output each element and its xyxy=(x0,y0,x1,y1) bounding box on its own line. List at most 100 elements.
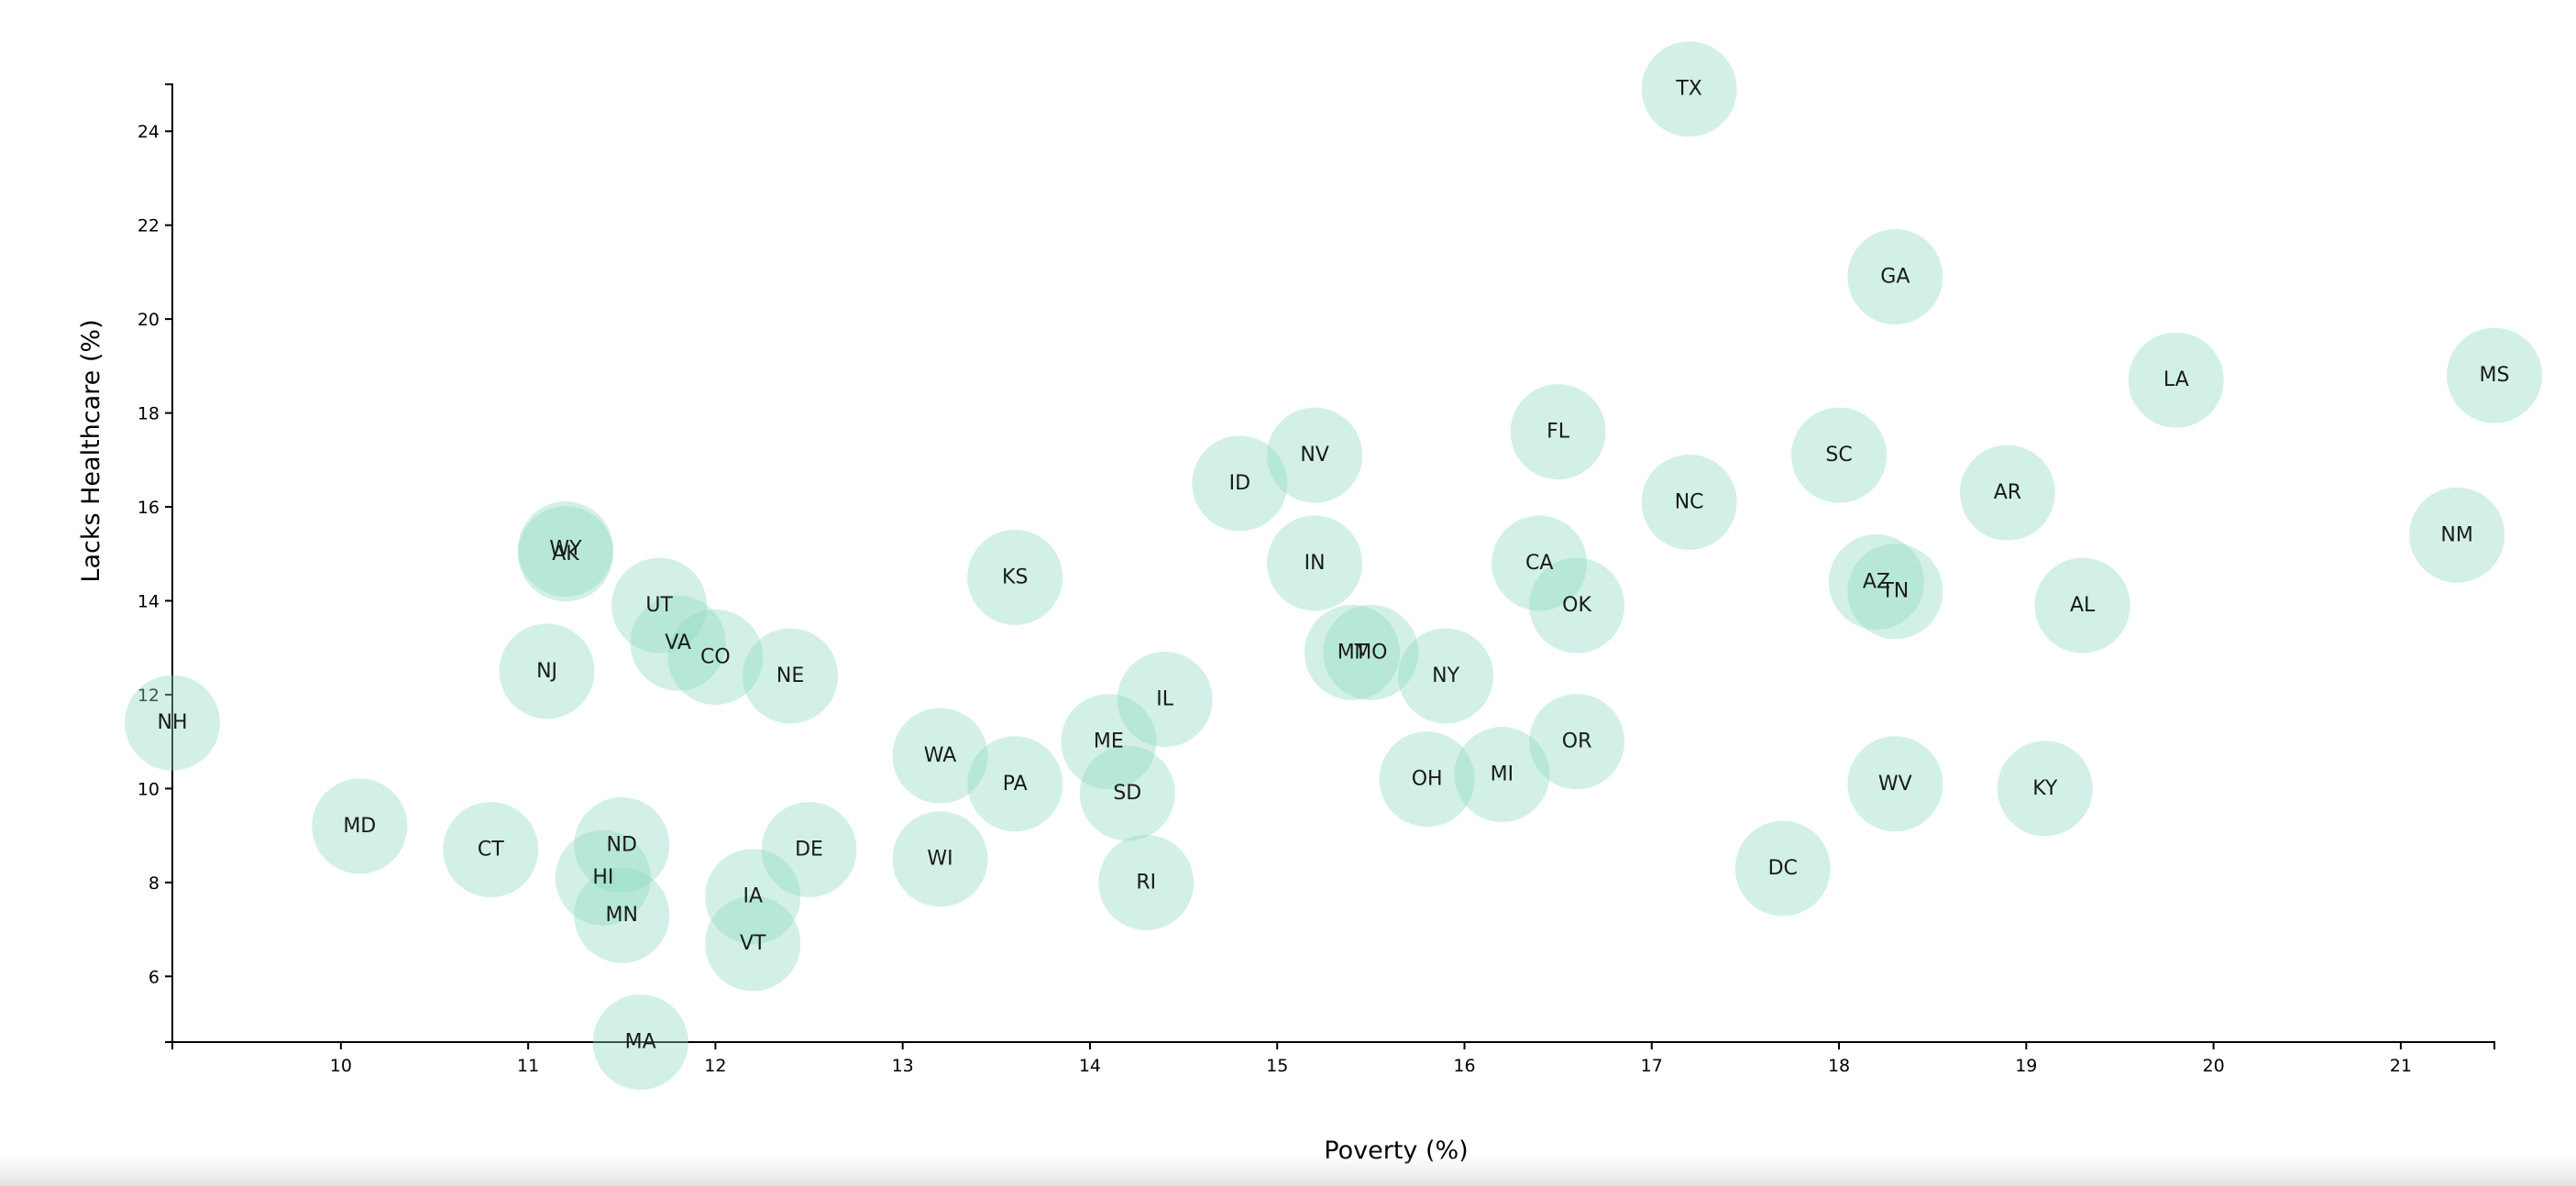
state-bubble-wy[interactable] xyxy=(517,501,613,598)
state-label-nj: NJ xyxy=(536,660,557,683)
y-axis-line xyxy=(165,83,173,1043)
state-bubble-wa[interactable] xyxy=(892,708,988,804)
state-bubble-de[interactable] xyxy=(761,801,857,897)
state-bubble-ut[interactable] xyxy=(611,557,708,653)
state-label-ne: NE xyxy=(776,664,804,687)
state-bubble-md[interactable] xyxy=(312,778,408,874)
y-tick-label: 16 xyxy=(138,498,160,518)
state-bubble-al[interactable] xyxy=(2034,557,2130,653)
state-bubble-co[interactable] xyxy=(667,609,764,705)
state-label-mo: MO xyxy=(1354,641,1387,664)
state-label-ak: AK xyxy=(552,543,579,566)
state-bubble-ak[interactable] xyxy=(517,506,613,602)
state-bubble-nv[interactable] xyxy=(1267,407,1363,503)
x-tick-label: 10 xyxy=(330,1056,352,1076)
state-bubble-az[interactable] xyxy=(1828,533,1924,630)
state-label-ms: MS xyxy=(2480,364,2510,387)
state-label-tn: TN xyxy=(1880,580,1909,603)
state-bubble-wi[interactable] xyxy=(892,811,988,907)
state-bubble-nm[interactable] xyxy=(2409,487,2505,583)
state-label-la: LA xyxy=(2163,368,2189,391)
state-bubble-dc[interactable] xyxy=(1734,820,1831,917)
state-bubble-fl[interactable] xyxy=(1510,384,1606,480)
state-label-wa: WA xyxy=(924,744,957,767)
state-bubble-sd[interactable] xyxy=(1079,745,1175,841)
state-label-sc: SC xyxy=(1825,444,1852,467)
state-label-tx: TX xyxy=(1675,78,1702,101)
y-tick-label: 8 xyxy=(149,873,160,894)
state-bubble-ok[interactable] xyxy=(1529,557,1625,653)
state-bubble-oh[interactable] xyxy=(1379,731,1475,828)
state-label-nm: NM xyxy=(2440,523,2472,546)
state-bubble-ks[interactable] xyxy=(967,529,1063,625)
state-bubble-mi[interactable] xyxy=(1454,727,1550,823)
state-label-ct: CT xyxy=(478,838,504,861)
state-bubble-ar[interactable] xyxy=(1959,445,2055,541)
state-bubble-ma[interactable] xyxy=(592,994,688,1090)
state-bubble-tn[interactable] xyxy=(1847,544,1943,640)
x-tick-label: 13 xyxy=(892,1056,914,1076)
state-bubble-ny[interactable] xyxy=(1398,628,1494,724)
state-label-al: AL xyxy=(2070,594,2096,617)
state-bubble-wv[interactable] xyxy=(1847,736,1943,832)
state-bubble-il[interactable] xyxy=(1117,652,1213,748)
state-label-wy: WY xyxy=(549,538,582,561)
state-bubble-ct[interactable] xyxy=(443,801,539,897)
state-bubble-mt[interactable] xyxy=(1304,604,1400,700)
y-tick-label: 20 xyxy=(138,310,160,330)
state-bubble-ms[interactable] xyxy=(2447,327,2542,423)
state-label-il: IL xyxy=(1156,688,1173,711)
state-bubble-ne[interactable] xyxy=(743,628,839,724)
x-tick-label: 21 xyxy=(2390,1056,2412,1076)
state-bubble-nh[interactable] xyxy=(125,675,220,771)
state-label-wv: WV xyxy=(1878,773,1912,796)
state-label-de: DE xyxy=(795,838,823,861)
y-tick-label: 14 xyxy=(138,591,160,611)
state-bubble-or[interactable] xyxy=(1529,694,1625,790)
x-axis-line xyxy=(171,1041,2495,1049)
x-tick-label: 20 xyxy=(2202,1056,2224,1076)
state-bubble-id[interactable] xyxy=(1192,435,1288,532)
state-label-ga: GA xyxy=(1880,266,1910,289)
state-bubble-mn[interactable] xyxy=(574,867,670,963)
state-bubble-ky[interactable] xyxy=(1997,741,2093,837)
state-label-pa: PA xyxy=(1003,773,1028,796)
state-label-wi: WI xyxy=(927,848,952,871)
state-label-nc: NC xyxy=(1675,490,1704,513)
state-bubble-mo[interactable] xyxy=(1323,604,1419,700)
state-label-nd: ND xyxy=(607,833,637,856)
state-label-co: CO xyxy=(700,645,731,668)
state-bubble-sc[interactable] xyxy=(1791,407,1888,503)
state-bubble-hi[interactable] xyxy=(555,829,651,926)
state-bubble-pa[interactable] xyxy=(967,736,1063,832)
state-label-mi: MI xyxy=(1491,763,1514,786)
state-bubble-va[interactable] xyxy=(630,595,726,691)
x-axis: 10 11 12 13 14 15 16 17 18 19 20 21 xyxy=(171,1041,2495,1076)
state-bubble-tx[interactable] xyxy=(1641,41,1737,137)
state-bubble-vt[interactable] xyxy=(705,895,801,992)
state-bubble-ga[interactable] xyxy=(1847,229,1943,325)
state-bubble-me[interactable] xyxy=(1061,694,1157,790)
x-tick-label: 18 xyxy=(1828,1056,1850,1076)
y-tick-label: 10 xyxy=(138,779,160,799)
state-label-vt: VT xyxy=(740,932,766,955)
state-bubble-la[interactable] xyxy=(2128,332,2224,428)
state-bubble-nc[interactable] xyxy=(1641,454,1737,550)
state-bubble-ca[interactable] xyxy=(1492,515,1588,611)
state-bubble-in[interactable] xyxy=(1267,515,1363,611)
bottom-shadow xyxy=(0,1155,2576,1186)
state-label-in: IN xyxy=(1305,552,1326,575)
state-label-me: ME xyxy=(1094,730,1124,753)
state-label-nv: NV xyxy=(1300,444,1329,467)
state-bubble-nd[interactable] xyxy=(574,796,670,893)
state-bubble-nj[interactable] xyxy=(499,623,595,719)
y-tick-label: 6 xyxy=(149,967,160,987)
state-label-dc: DC xyxy=(1768,857,1798,880)
state-bubble-ri[interactable] xyxy=(1098,834,1194,930)
state-label-ks: KS xyxy=(1002,566,1028,588)
state-label-ky: KY xyxy=(2032,777,2058,800)
y-axis-title: Lacks Healthcare (%) xyxy=(77,319,105,582)
state-label-hi: HI xyxy=(592,866,613,889)
state-bubble-ia[interactable] xyxy=(705,849,801,945)
